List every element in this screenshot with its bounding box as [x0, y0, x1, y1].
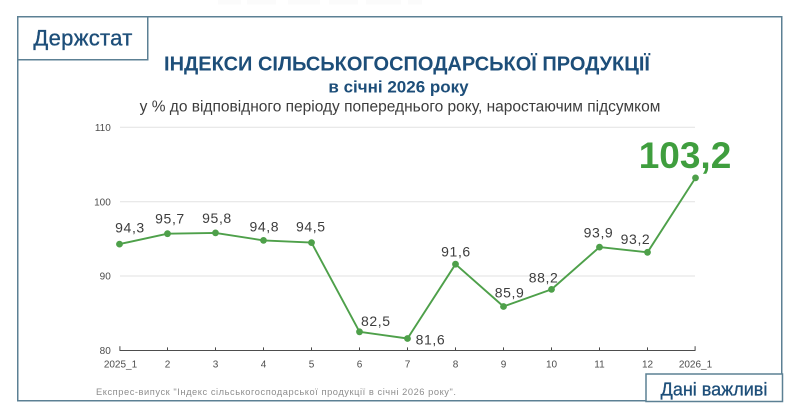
svg-text:9: 9	[501, 359, 507, 370]
svg-text:2026_1: 2026_1	[679, 359, 713, 370]
svg-text:91,6: 91,6	[441, 243, 471, 259]
svg-text:2: 2	[165, 359, 171, 370]
svg-text:110: 110	[95, 123, 111, 134]
svg-text:6: 6	[357, 359, 363, 370]
svg-text:Держстат: Держстат	[33, 26, 132, 51]
svg-text:12: 12	[642, 359, 654, 370]
svg-text:5: 5	[309, 359, 315, 370]
svg-text:81,6: 81,6	[416, 332, 446, 348]
svg-text:90: 90	[100, 272, 112, 283]
svg-text:10: 10	[546, 359, 558, 370]
svg-text:95,8: 95,8	[202, 210, 232, 226]
svg-text:3: 3	[213, 359, 219, 370]
svg-text:80: 80	[100, 346, 112, 357]
svg-text:ІНДЕКСИ СІЛЬСЬКОГОСПОДАРСЬКОЇ: ІНДЕКСИ СІЛЬСЬКОГОСПОДАРСЬКОЇ ПРОДУКЦІЇ	[164, 52, 650, 75]
svg-text:93,2: 93,2	[621, 231, 651, 247]
svg-text:Дані важливі: Дані важливі	[661, 380, 768, 400]
svg-text:93,9: 93,9	[584, 224, 614, 240]
svg-text:94,8: 94,8	[249, 219, 279, 235]
svg-text:82,5: 82,5	[361, 313, 391, 329]
svg-text:у % до відповідного періоду по: у % до відповідного періоду попереднього…	[140, 99, 661, 116]
svg-text:7: 7	[405, 359, 411, 370]
svg-text:94,5: 94,5	[296, 219, 326, 235]
svg-text:94,3: 94,3	[115, 219, 145, 235]
svg-text:100: 100	[94, 197, 111, 208]
svg-text:2025_1: 2025_1	[104, 359, 138, 370]
svg-text:в січні 2026 року: в січні 2026 року	[328, 77, 469, 96]
svg-text:11: 11	[594, 359, 605, 370]
svg-text:88,2: 88,2	[529, 270, 559, 286]
svg-text:103,2: 103,2	[639, 135, 732, 176]
svg-text:95,7: 95,7	[155, 210, 185, 226]
svg-text:85,9: 85,9	[495, 284, 525, 300]
svg-text:4: 4	[261, 359, 267, 370]
svg-text:Експрес-випуск "Індекс сільськ: Експрес-випуск "Індекс сільськогосподарс…	[96, 387, 457, 397]
svg-text:8: 8	[453, 359, 459, 370]
